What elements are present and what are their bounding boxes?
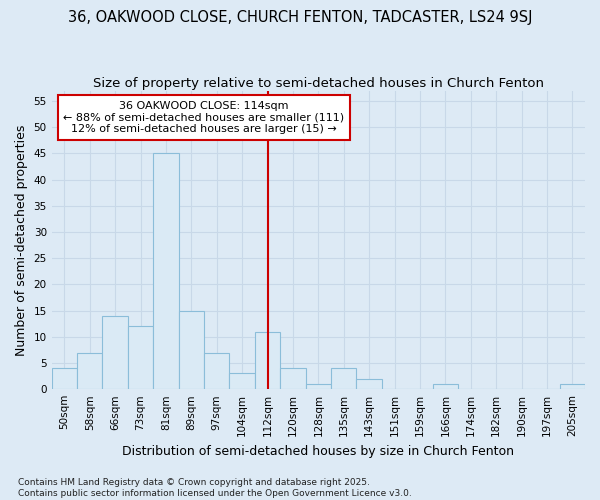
Bar <box>255 332 280 389</box>
Bar <box>204 352 229 389</box>
Bar <box>52 368 77 389</box>
Title: Size of property relative to semi-detached houses in Church Fenton: Size of property relative to semi-detach… <box>93 78 544 90</box>
Bar <box>280 368 305 389</box>
X-axis label: Distribution of semi-detached houses by size in Church Fenton: Distribution of semi-detached houses by … <box>122 444 514 458</box>
Bar <box>128 326 153 389</box>
Bar <box>77 352 103 389</box>
Bar <box>153 154 179 389</box>
Text: 36 OAKWOOD CLOSE: 114sqm
← 88% of semi-detached houses are smaller (111)
12% of : 36 OAKWOOD CLOSE: 114sqm ← 88% of semi-d… <box>64 101 344 134</box>
Bar <box>305 384 331 389</box>
Bar <box>103 316 128 389</box>
Y-axis label: Number of semi-detached properties: Number of semi-detached properties <box>15 124 28 356</box>
Bar <box>433 384 458 389</box>
Bar <box>560 384 585 389</box>
Bar <box>356 378 382 389</box>
Text: 36, OAKWOOD CLOSE, CHURCH FENTON, TADCASTER, LS24 9SJ: 36, OAKWOOD CLOSE, CHURCH FENTON, TADCAS… <box>68 10 532 25</box>
Bar <box>229 374 255 389</box>
Text: Contains HM Land Registry data © Crown copyright and database right 2025.
Contai: Contains HM Land Registry data © Crown c… <box>18 478 412 498</box>
Bar <box>331 368 356 389</box>
Bar <box>179 310 204 389</box>
